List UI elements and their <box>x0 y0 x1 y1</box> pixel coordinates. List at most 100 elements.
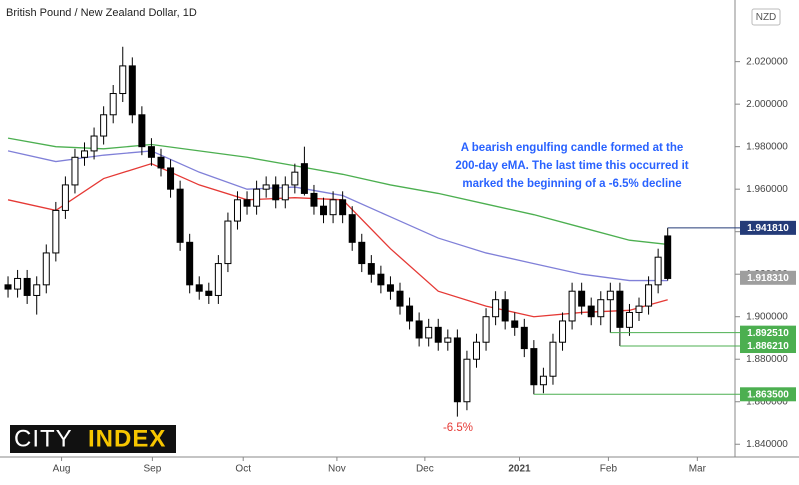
candle-body <box>530 348 538 386</box>
x-tick-label: Sep <box>143 464 161 475</box>
candle-body <box>90 135 98 152</box>
candle-body <box>4 284 12 290</box>
annotation-line: 200-day eMA. The last time this occurred… <box>455 160 688 172</box>
candle-body <box>329 199 337 216</box>
level-box <box>740 270 796 285</box>
candle-body <box>377 273 385 286</box>
candle-body <box>559 320 567 343</box>
candle-body <box>549 341 557 377</box>
candle-body <box>396 290 404 307</box>
candle-body <box>52 209 60 254</box>
candle-body <box>119 65 127 95</box>
candle-body <box>214 263 222 296</box>
candle-body <box>501 299 509 322</box>
candle-body <box>568 290 576 322</box>
candle-body <box>109 93 117 116</box>
x-tick-label: Nov <box>328 464 346 475</box>
candle-body <box>453 337 461 403</box>
candle-body <box>186 241 194 286</box>
candle-body <box>425 326 433 339</box>
candle-body <box>348 214 356 243</box>
candle-body <box>61 184 69 211</box>
candle-body <box>597 299 605 318</box>
candle-body <box>176 188 184 243</box>
level-label: 1.886210 <box>747 341 789 352</box>
candle-body <box>300 163 308 194</box>
x-tick-label: Dec <box>416 464 434 475</box>
candle-body <box>635 305 643 313</box>
candle-body <box>434 326 442 343</box>
level-label: 1.941810 <box>747 223 789 234</box>
candle-body <box>291 171 299 186</box>
candle-body <box>645 284 653 307</box>
candle-body <box>664 235 672 279</box>
x-tick-label: Feb <box>600 464 618 475</box>
candle-body <box>472 341 480 360</box>
candle-body <box>23 277 31 296</box>
candle-body <box>358 241 366 265</box>
decline-label: -6.5% <box>443 422 473 434</box>
candle-body <box>253 188 261 207</box>
candle-body <box>138 114 146 148</box>
candle-body <box>654 256 662 286</box>
candle-body <box>195 284 203 292</box>
y-tick-label: 1.840000 <box>746 439 788 450</box>
x-tick-label: 2021 <box>508 464 531 475</box>
level-label: 1.918310 <box>747 273 789 284</box>
candle-body <box>415 320 423 339</box>
level-box <box>740 325 796 340</box>
candle-body <box>578 290 586 307</box>
candle-body <box>511 320 519 328</box>
candle-body <box>224 220 232 265</box>
candle-body <box>42 252 50 286</box>
y-tick-label: 1.960000 <box>746 184 788 195</box>
candle-body <box>243 199 251 207</box>
chart-title: British Pound / New Zealand Dollar, 1D <box>6 7 197 19</box>
y-tick-label: 1.860000 <box>746 396 788 407</box>
candle-body <box>157 156 165 169</box>
candle-body <box>625 311 633 328</box>
y-tick-label: 1.980000 <box>746 141 788 152</box>
candle-body <box>281 184 289 201</box>
y-tick-label: 2.000000 <box>746 99 788 110</box>
logo-text: INDEX <box>88 425 166 452</box>
candle-body <box>71 156 79 186</box>
candle-body <box>482 316 490 343</box>
candle-body <box>147 146 155 158</box>
candle-body <box>587 305 595 318</box>
plot <box>4 46 740 417</box>
annotation: A bearish engulfing candle formed at the… <box>455 142 688 190</box>
candle-body <box>128 65 136 116</box>
candle-body <box>233 199 241 222</box>
candle-body <box>167 167 175 190</box>
level-label: 1.863500 <box>747 389 789 400</box>
candle-body <box>386 284 394 292</box>
candle-body <box>310 192 318 207</box>
currency-badge <box>751 8 781 26</box>
x-tick-label: Oct <box>235 464 251 475</box>
level-box <box>740 339 796 354</box>
logo-text: CITY <box>14 425 73 452</box>
candle-body <box>606 290 614 301</box>
candle-body <box>339 199 347 216</box>
y-tick-label: 1.880000 <box>746 354 788 365</box>
candle-body <box>444 337 452 343</box>
level-box <box>740 220 796 235</box>
candle-body <box>520 326 528 350</box>
candle-body <box>492 299 500 318</box>
candle-body <box>81 150 89 158</box>
candle-body <box>205 290 213 296</box>
y-tick-label: 1.900000 <box>746 311 788 322</box>
x-tick-label: Mar <box>689 464 707 475</box>
annotation-line: A bearish engulfing candle formed at the <box>461 142 684 154</box>
currency: NZD <box>756 12 777 23</box>
candle-body <box>616 290 624 328</box>
candle-body <box>33 284 41 296</box>
candle-body <box>406 305 414 322</box>
candle-body <box>100 114 108 137</box>
annotation-line: marked the beginning of a -6.5% decline <box>462 178 681 190</box>
level-box <box>740 387 796 402</box>
candle-body <box>367 263 375 275</box>
moving-average <box>7 137 668 246</box>
